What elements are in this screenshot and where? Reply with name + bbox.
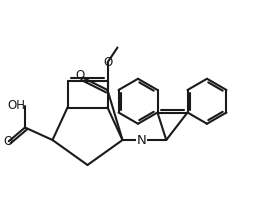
Text: O: O [3,135,12,148]
Text: N: N [136,134,146,147]
Text: O: O [75,69,84,82]
Text: OH: OH [7,99,25,112]
Text: O: O [103,55,112,68]
